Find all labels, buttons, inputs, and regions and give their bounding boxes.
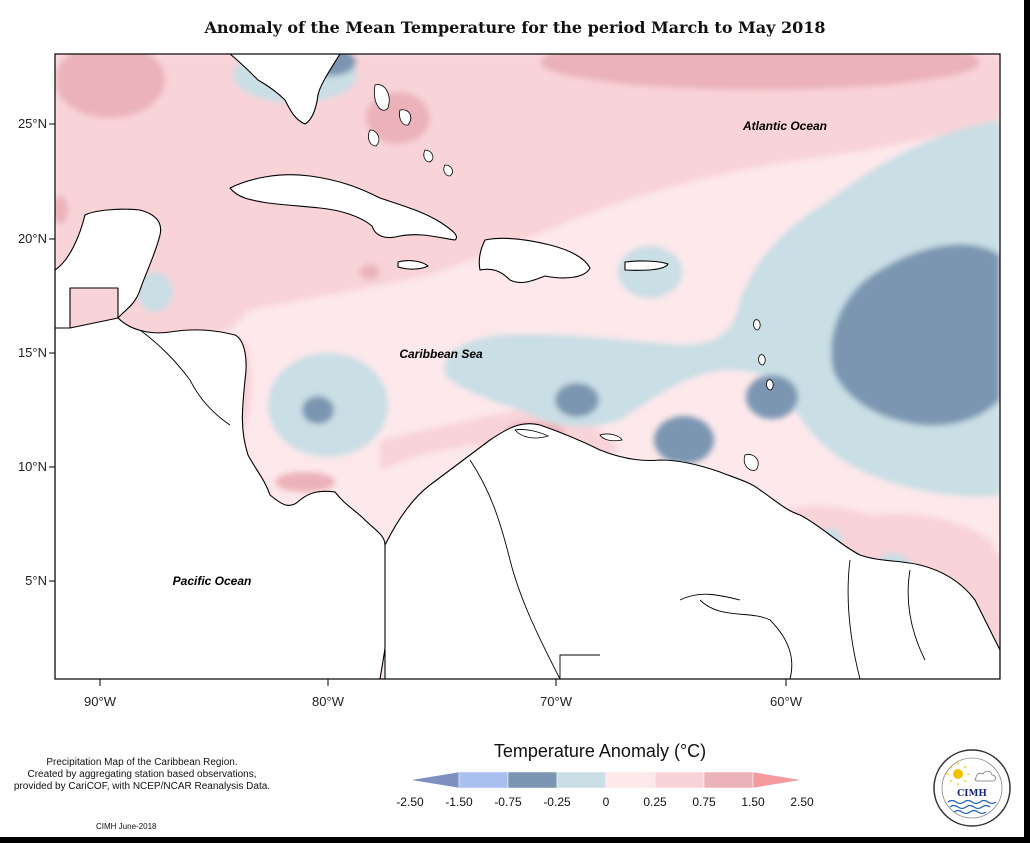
longitude-axis: 90°W 80°W 70°W 60°W	[84, 679, 803, 709]
legend-tick-label: 1.50	[741, 795, 765, 809]
lat-tick-label: 10°N	[18, 459, 47, 474]
legend-tick-label: -1.50	[445, 795, 473, 809]
lat-tick-label: 20°N	[18, 231, 47, 246]
pacific-ocean-label: Pacific Ocean	[173, 574, 252, 588]
map-frame	[54, 53, 1001, 680]
atlantic-ocean-label: Atlantic Ocean	[742, 119, 827, 133]
sun-icon	[953, 769, 963, 779]
lon-tick-label: 90°W	[84, 694, 117, 709]
legend-tick-label: 0.25	[643, 795, 667, 809]
map-credit: CIMH June-2018	[96, 822, 157, 831]
legend-bin	[752, 771, 803, 789]
map-title: Anomaly of the Mean Temperature for the …	[204, 18, 826, 37]
legend-tick-label: 2.50	[790, 795, 814, 809]
legend-bin	[409, 771, 460, 789]
legend-bin	[605, 771, 656, 789]
country-borders	[139, 329, 926, 679]
land-masses	[55, 54, 1000, 679]
cloud-icon	[974, 770, 996, 782]
note-line-3: provided by CariCOF, with NCEP/NCAR Rean…	[13, 781, 271, 792]
frame-shadow-right	[1024, 0, 1030, 843]
legend-tick-label: 0	[603, 795, 610, 809]
legend-tick-label: 0.75	[692, 795, 716, 809]
lat-tick-label: 5°N	[25, 573, 47, 588]
lon-tick-label: 70°W	[540, 694, 573, 709]
logo-text: CIMH	[957, 789, 987, 799]
legend-title: Temperature Anomaly (°C)	[493, 741, 707, 761]
note-line-1: Precipitation Map of the Caribbean Regio…	[46, 757, 238, 768]
legend-tick-label: -0.75	[494, 795, 522, 809]
legend-bin	[654, 771, 705, 789]
lat-tick-label: 25°N	[18, 116, 47, 131]
islands	[368, 84, 774, 471]
cimh-logo: CIMH	[933, 749, 1011, 827]
legend-colorbar: -2.50 -1.50 -0.75 -0.25 0 0.25 0.75 1.50 2.50	[396, 771, 814, 809]
legend-tick-label: -0.25	[543, 795, 571, 809]
lon-tick-label: 80°W	[312, 694, 345, 709]
frame-shadow-bottom	[0, 837, 1030, 843]
legend-bin	[458, 771, 509, 789]
legend-bin	[703, 771, 754, 789]
caribbean-sea-label: Caribbean Sea	[399, 347, 483, 361]
waves-icon	[947, 799, 997, 815]
lon-tick-label: 60°W	[770, 694, 803, 709]
anomaly-field	[55, 54, 1000, 679]
legend-tick-label: -2.50	[396, 795, 424, 809]
note-line-2: Created by aggregating station based obs…	[27, 769, 257, 780]
latitude-axis: 25°N 20°N 15°N 10°N 5°N	[18, 116, 55, 588]
map-notes: Precipitation Map of the Caribbean Regio…	[6, 757, 278, 793]
legend-bin	[556, 771, 607, 789]
legend-bin	[507, 771, 558, 789]
lat-tick-label: 15°N	[18, 345, 47, 360]
